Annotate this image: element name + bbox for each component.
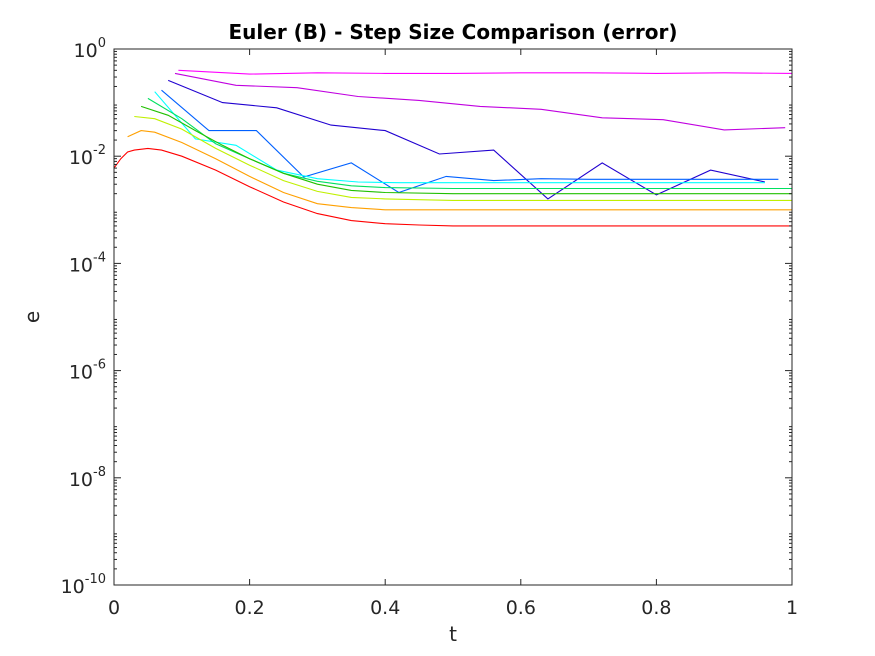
- y-tick-base: 10: [69, 469, 93, 491]
- y-tick-exponent: 0: [98, 36, 106, 51]
- series-line-6: [147, 97, 792, 190]
- y-tick-exponent: -2: [93, 143, 106, 158]
- axes-box: [113, 48, 793, 586]
- series-line-2: [174, 72, 786, 131]
- y-tick-base: 10: [69, 147, 93, 169]
- y-tick-label: 10-8: [69, 465, 106, 491]
- y-tick-base: 10: [69, 362, 93, 384]
- series-line-4: [161, 89, 779, 194]
- y-tick-label: 10-6: [69, 358, 106, 384]
- x-axis-label: t: [449, 622, 457, 646]
- x-tick-label: 0.8: [641, 597, 671, 619]
- y-tick-label: 10-10: [61, 572, 106, 598]
- x-tick-label: 0.4: [370, 597, 400, 619]
- x-tick-label: 0.6: [506, 597, 536, 619]
- y-tick-base: 10: [69, 254, 93, 276]
- y-tick-label: 10-2: [69, 143, 106, 169]
- series-line-8: [134, 115, 792, 201]
- y-tick-label: 10-4: [69, 250, 106, 276]
- y-tick-label: 100: [74, 36, 106, 62]
- x-tick-label: 0: [108, 597, 120, 619]
- y-tick-exponent: -4: [93, 250, 106, 265]
- series-line-5: [154, 91, 765, 184]
- y-tick-exponent: -8: [93, 465, 106, 480]
- series-line-7: [140, 105, 792, 195]
- series-line-1: [178, 69, 793, 75]
- series-line-9: [127, 130, 792, 211]
- y-tick-base: 10: [74, 40, 98, 62]
- y-tick-base: 10: [61, 576, 85, 598]
- y-tick-exponent: -10: [85, 572, 106, 587]
- chart-title: Euler (B) - Step Size Comparison (error): [229, 20, 678, 44]
- series-line-10: [113, 147, 792, 227]
- x-tick-label: 1: [786, 597, 798, 619]
- x-tick-label: 0.2: [234, 597, 264, 619]
- y-axis-label: e: [20, 311, 44, 323]
- x-axis: 0 0.2 0.4 0.6 0.8 1: [108, 49, 798, 619]
- y-tick-exponent: -6: [93, 358, 106, 373]
- series-line-3: [167, 79, 766, 200]
- plot-area: [113, 69, 793, 227]
